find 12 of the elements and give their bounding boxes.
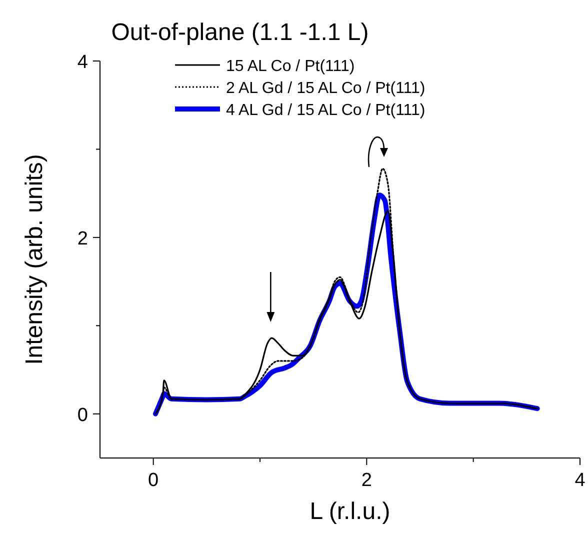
y-tick-label: 2	[77, 228, 88, 250]
x-tick-label: 2	[361, 470, 372, 491]
y-tick-label: 4	[77, 52, 88, 73]
legend-label: 15 AL Co / Pt(111)	[226, 58, 355, 75]
legend-label: 2 AL Gd / 15 AL Co / Pt(111)	[226, 80, 426, 97]
y-axis-title: Intensity (arb. units)	[21, 154, 48, 365]
x-axis-title: L (r.l.u.)	[310, 498, 390, 525]
y-tick-label: 0	[77, 404, 88, 426]
x-tick-label: 0	[148, 470, 159, 491]
chart-title: Out-of-plane (1.1 -1.1 L)	[111, 19, 369, 46]
legend-label: 4 AL Gd / 15 AL Co / Pt(111)	[226, 102, 426, 119]
x-tick-label: 4	[574, 470, 586, 491]
